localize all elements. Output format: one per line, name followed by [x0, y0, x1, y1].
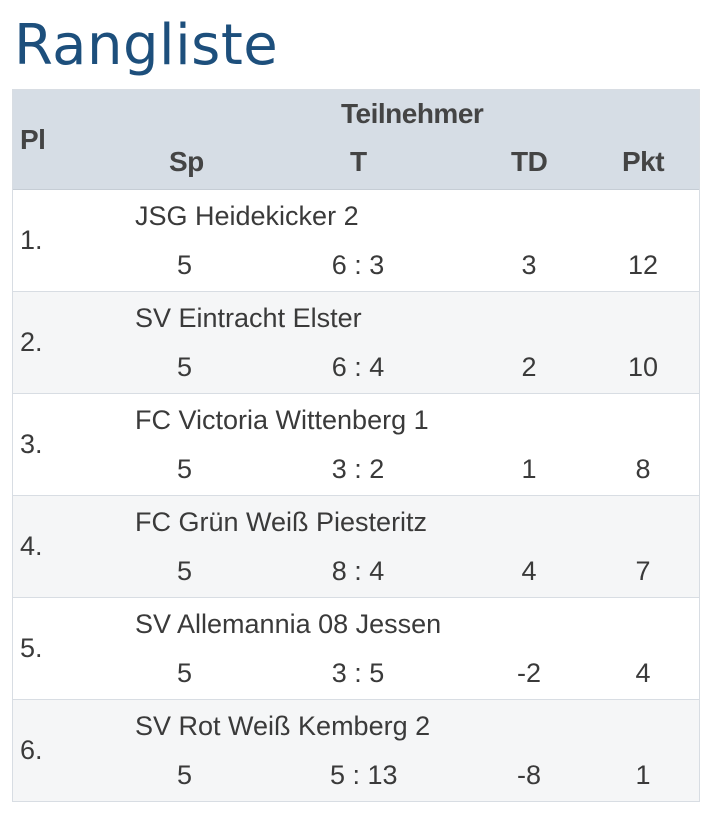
- row-games: 5: [177, 454, 193, 484]
- row-goal-difference: -8: [516, 760, 541, 790]
- row-games: 5: [177, 658, 193, 688]
- row-points: 8: [635, 454, 651, 484]
- table-row: 1. JSG Heidekicker 2 5 6 : 3 3 12: [13, 190, 699, 292]
- row-goal-difference: 4: [521, 556, 537, 586]
- standings-table: Pl Teilnehmer Sp T TD Pkt 1. JSG Heideki…: [12, 89, 700, 802]
- row-goals: 6 : 3: [331, 250, 385, 280]
- row-games: 5: [177, 760, 193, 790]
- table-row: 2. SV Eintracht Elster 5 6 : 4 2 10: [13, 292, 699, 394]
- row-team-name: SV Allemannia 08 Jessen: [135, 609, 442, 639]
- row-goal-difference: 3: [521, 250, 537, 280]
- row-team-name: SV Eintracht Elster: [135, 303, 362, 333]
- header-goal-difference: TD: [511, 146, 548, 177]
- row-goals: 3 : 2: [331, 454, 385, 484]
- header-points: Pkt: [622, 146, 665, 177]
- row-place: 1.: [20, 225, 43, 255]
- page-title: Rangliste: [14, 13, 279, 78]
- table-row: 4. FC Grün Weiß Piesteritz 5 8 : 4 4 7: [13, 496, 699, 598]
- row-place: 3.: [20, 429, 43, 459]
- row-place: 5.: [20, 633, 43, 663]
- row-place: 6.: [20, 735, 43, 765]
- header-participant: Teilnehmer: [341, 98, 484, 129]
- row-goals: 8 : 4: [331, 556, 385, 586]
- row-team-name: FC Grün Weiß Piesteritz: [135, 507, 428, 537]
- row-points: 4: [635, 658, 651, 688]
- row-goals: 3 : 5: [331, 658, 385, 688]
- header-goals: T: [350, 146, 367, 177]
- row-goal-difference: 2: [521, 352, 537, 382]
- table-row: 3. FC Victoria Wittenberg 1 5 3 : 2 1 8: [13, 394, 699, 496]
- row-points: 1: [635, 760, 651, 790]
- row-goals: 6 : 4: [331, 352, 385, 382]
- row-games: 5: [177, 250, 193, 280]
- table-header: Pl Teilnehmer Sp T TD Pkt: [13, 90, 699, 190]
- row-goals: 5 : 13: [330, 760, 398, 790]
- row-points: 10: [627, 352, 659, 382]
- row-games: 5: [177, 556, 193, 586]
- table-row: 6. SV Rot Weiß Kemberg 2 5 5 : 13 -8 1: [13, 700, 699, 802]
- row-team-name: FC Victoria Wittenberg 1: [135, 405, 429, 435]
- row-team-name: JSG Heidekicker 2: [135, 201, 359, 231]
- row-goal-difference: -2: [516, 658, 541, 688]
- row-team-name: SV Rot Weiß Kemberg 2: [135, 711, 431, 741]
- row-goal-difference: 1: [521, 454, 537, 484]
- row-place: 2.: [20, 327, 43, 357]
- row-games: 5: [177, 352, 193, 382]
- table-row: 5. SV Allemannia 08 Jessen 5 3 : 5 -2 4: [13, 598, 699, 700]
- row-points: 12: [627, 250, 659, 280]
- row-points: 7: [635, 556, 651, 586]
- row-place: 4.: [20, 531, 43, 561]
- header-place: Pl: [20, 124, 46, 155]
- header-games: Sp: [169, 146, 204, 177]
